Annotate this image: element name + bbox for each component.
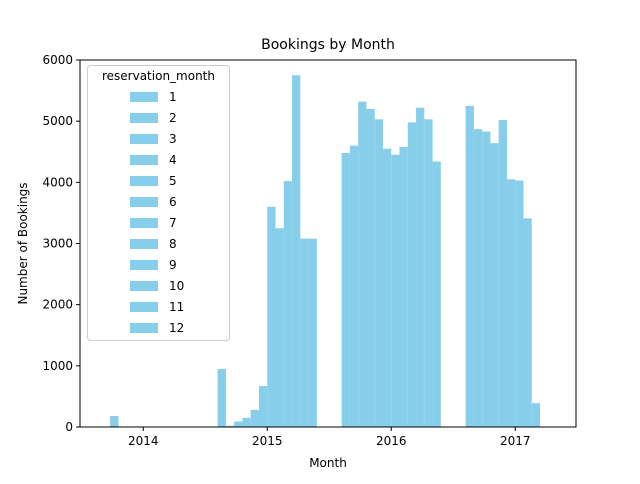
bar-2017-8 — [523, 218, 532, 427]
legend-swatch — [130, 218, 158, 228]
x-axis: 2014 2015 2016 2017 — [128, 427, 531, 448]
x-tick-label: 2015 — [252, 434, 283, 448]
legend-label: 2 — [169, 111, 177, 125]
bar-2015-12 — [308, 238, 317, 427]
legend-swatch — [130, 197, 158, 207]
bar-2017-3 — [482, 131, 491, 427]
x-tick-label: 2016 — [376, 434, 407, 448]
bar-2017-4 — [490, 143, 499, 428]
bar-2014-3 — [110, 415, 119, 427]
legend-swatch — [130, 260, 158, 270]
bar-2016-5 — [374, 119, 383, 427]
bar-2016-9 — [407, 122, 417, 427]
bar-2016-7 — [391, 154, 400, 427]
y-tick-label: 3000 — [42, 237, 73, 251]
bar-2017-6 — [506, 179, 516, 427]
legend-label: 5 — [169, 174, 177, 188]
y-tick-label: 1000 — [42, 359, 73, 373]
legend-swatch — [130, 113, 158, 123]
bar-2016-8 — [399, 146, 408, 427]
legend-swatch — [130, 239, 158, 249]
legend-label: 8 — [169, 237, 177, 251]
legend-label: 11 — [169, 300, 184, 314]
bar-2015-8 — [275, 228, 284, 427]
y-tick-label: 2000 — [42, 298, 73, 312]
bar-2017-9 — [531, 403, 541, 427]
chart-title: Bookings by Month — [261, 37, 395, 53]
bar-2015-10 — [292, 75, 301, 428]
bar-2015-11 — [300, 238, 309, 427]
legend-title: reservation_month — [102, 69, 215, 83]
bar-2016-11 — [424, 119, 433, 427]
bar-2016-10 — [416, 107, 425, 428]
bar-2015-6 — [258, 386, 268, 427]
bar-2015-4 — [242, 417, 251, 427]
legend-swatch — [130, 176, 158, 186]
y-tick-label: 5000 — [42, 114, 73, 128]
y-axis-label: Number of Bookings — [16, 182, 30, 304]
legend-swatch — [130, 155, 158, 165]
bar-2017-7 — [515, 180, 524, 427]
y-tick-label: 0 — [65, 420, 73, 434]
legend-box — [87, 65, 230, 341]
bar-2015-2 — [225, 425, 235, 427]
bar-2015-5 — [250, 409, 259, 427]
bar-2016-3 — [358, 101, 367, 428]
bar-2017-5 — [498, 119, 507, 428]
legend-label: 4 — [169, 153, 177, 167]
legend-label: 7 — [169, 216, 177, 230]
legend-swatch — [130, 323, 158, 333]
x-tick-label: 2014 — [128, 434, 159, 448]
x-tick-label: 2017 — [500, 434, 531, 448]
x-axis-label: Month — [309, 456, 347, 470]
y-axis: 0 1000 2000 3000 4000 5000 6000 — [42, 53, 80, 434]
bar-2015-7 — [267, 206, 276, 427]
legend-swatch — [130, 92, 158, 102]
legend-swatch — [130, 302, 158, 312]
y-tick-label: 4000 — [42, 175, 73, 189]
bar-2017-2 — [473, 129, 483, 427]
legend-label: 10 — [169, 279, 184, 293]
bar-2017-1 — [465, 105, 474, 427]
bar-2016-6 — [382, 148, 392, 428]
legend-swatch — [130, 134, 158, 144]
legend-label: 9 — [169, 258, 177, 272]
bar-2015-1 — [217, 368, 226, 427]
legend-swatch — [130, 281, 158, 291]
legend-label: 1 — [169, 90, 177, 104]
bar-2016-12 — [432, 161, 441, 427]
bar-2016-2 — [349, 145, 359, 427]
legend-label: 12 — [169, 321, 184, 335]
bar-2015-3 — [234, 421, 243, 427]
legend-label: 6 — [169, 195, 177, 209]
bar-2015-9 — [283, 181, 293, 427]
bar-2016-1 — [341, 152, 350, 427]
bar-2016-4 — [366, 108, 375, 427]
legend-label: 3 — [169, 132, 177, 146]
bars-layer — [110, 75, 541, 428]
y-tick-label: 6000 — [42, 53, 73, 67]
